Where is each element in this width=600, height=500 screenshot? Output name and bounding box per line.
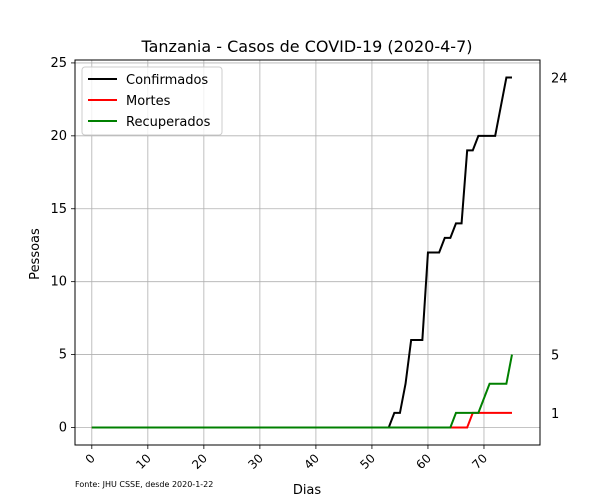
y-axis-label: Pessoas — [28, 228, 43, 280]
y-tick-label: 5 — [59, 348, 67, 363]
end-value-recuperados: 5 — [551, 349, 559, 364]
y-tick-label: 25 — [50, 56, 67, 71]
y-tick-label: 20 — [50, 129, 67, 144]
series-line-recuperados — [91, 354, 513, 429]
chart-title: Tanzania - Casos de COVID-19 (2020-4-7) — [140, 37, 472, 56]
x-tick-label: 30 — [245, 451, 266, 472]
end-labels: 24 1 5 — [551, 72, 568, 422]
x-tick-label: 40 — [301, 451, 322, 472]
y-tick-label: 15 — [50, 202, 67, 217]
series-line-confirmados — [91, 76, 512, 429]
grid-lines — [75, 60, 540, 445]
end-value-confirmados: 24 — [551, 72, 568, 87]
legend-label-mortes: Mortes — [126, 94, 171, 109]
x-tick-label: 10 — [133, 451, 154, 472]
x-tick-label: 60 — [413, 451, 434, 472]
x-tick-label: 20 — [189, 451, 210, 472]
series-lines — [91, 76, 513, 429]
x-tick-label: 70 — [469, 451, 490, 472]
legend: Confirmados Mortes Recuperados — [81, 66, 223, 136]
y-tick-label: 0 — [59, 421, 67, 436]
x-axis-label: Dias — [293, 483, 322, 498]
legend-label-recuperados: Recuperados — [126, 115, 211, 130]
x-tick-label: 50 — [357, 451, 378, 472]
legend-box — [81, 66, 223, 136]
y-tick-label: 10 — [50, 275, 67, 290]
x-tick-label: 0 — [83, 451, 98, 466]
legend-label-confirmados: Confirmados — [126, 73, 208, 88]
source-footnote: Fonte: JHU CSSE, desde 2020-1-22 — [75, 480, 213, 489]
plot-frame — [74, 59, 541, 446]
end-value-mortes: 1 — [551, 407, 559, 422]
series-line-mortes — [91, 411, 512, 429]
